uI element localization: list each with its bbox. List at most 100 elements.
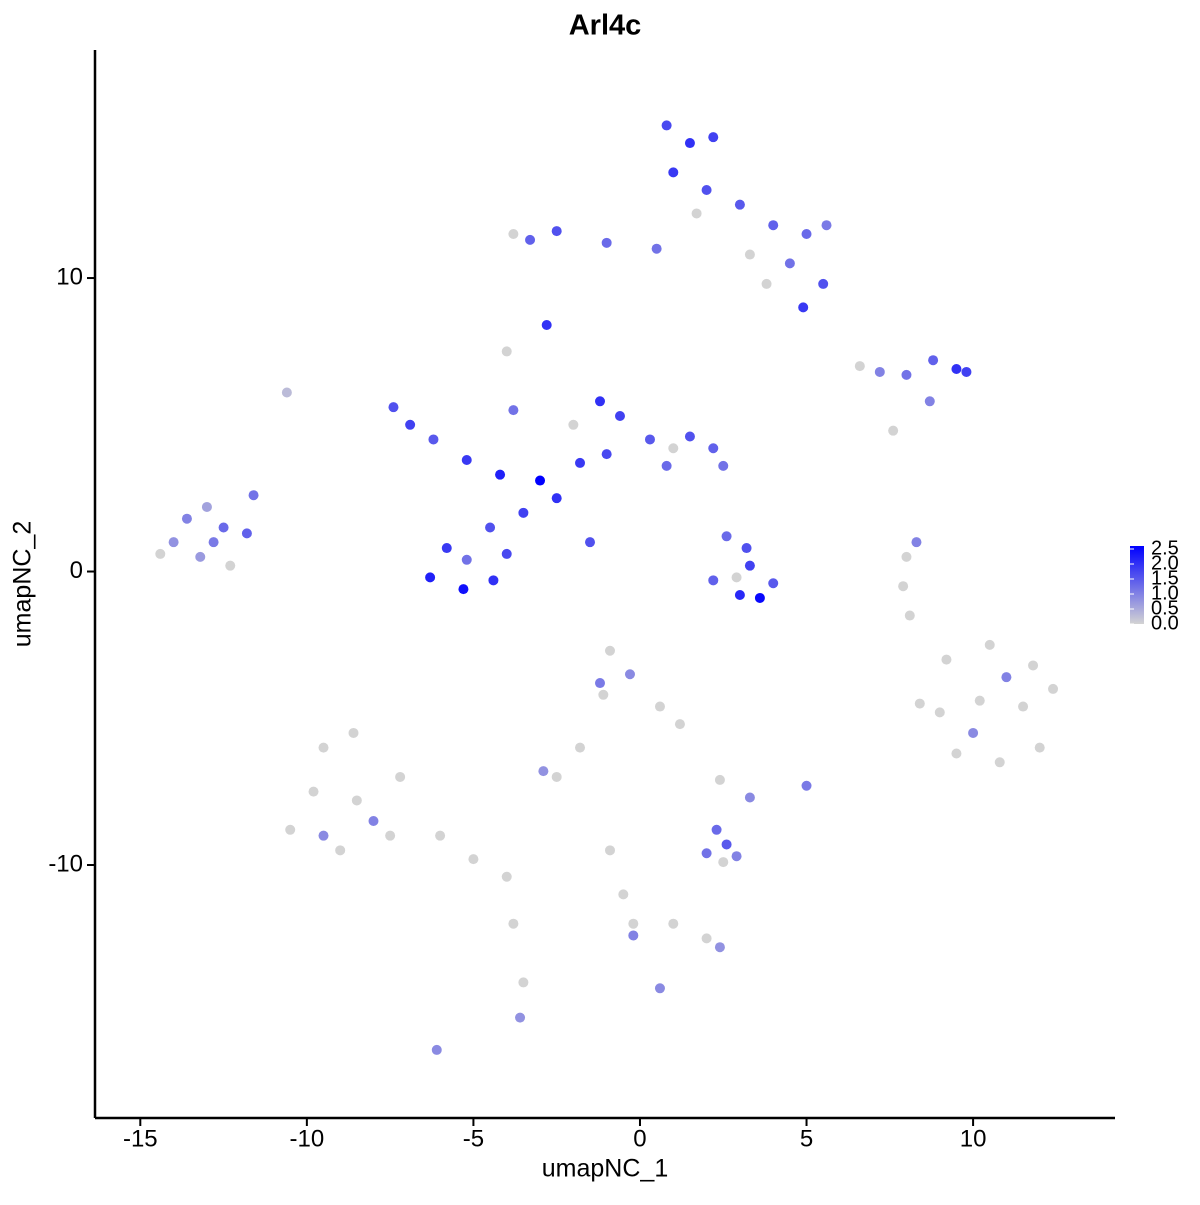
cell-point [318,830,329,841]
cell-point [385,830,396,841]
y-tick-label: 10 [56,263,83,290]
cell-point [744,560,755,571]
cell-point [874,366,885,377]
cell-point [501,548,512,559]
cell-point [585,537,596,548]
cell-point [934,707,945,718]
cell-point [405,419,416,430]
cell-point [714,774,725,785]
cell-point [668,918,679,929]
x-tick-label: -10 [290,1125,325,1152]
cell-point [661,120,672,131]
cell-point [248,490,259,501]
cell-point [994,757,1005,768]
cell-point [911,537,922,548]
cell-point [708,132,719,143]
cell-point [575,457,586,468]
cell-point [654,983,665,994]
colorbar [1130,546,1144,624]
cell-point [668,443,679,454]
cell-point [708,575,719,586]
cell-point [661,460,672,471]
cell-point [501,346,512,357]
cell-point [718,857,729,868]
cell-point [425,572,436,583]
chart-title: Arl4c [569,10,642,42]
cell-point [351,795,362,806]
cell-point [924,396,935,407]
cell-point [348,727,359,738]
cell-point [721,839,732,850]
cell-point [654,701,665,712]
cell-point [761,278,772,289]
cell-point [668,167,679,178]
cell-point [898,581,909,592]
cell-point [721,531,732,542]
cell-point [768,578,779,589]
cell-point [701,848,712,859]
cell-point [1018,701,1029,712]
cell-point [628,918,639,929]
colorbar-tick-label: 1.5 [1151,567,1179,589]
cell-point [821,220,832,231]
cell-point [495,469,506,480]
cell-point [718,460,729,471]
cell-point [281,387,292,398]
y-tick-label: 0 [70,557,83,584]
cell-point [684,431,695,442]
cell-point [624,669,635,680]
cell-point [644,434,655,445]
cell-point [508,918,519,929]
cell-point [335,845,346,856]
x-tick-label: 5 [800,1125,813,1152]
x-tick-label: -15 [123,1125,158,1152]
cell-point [155,548,166,559]
cell-point [181,513,192,524]
cell-point [435,830,446,841]
cell-point [711,824,722,835]
cell-point [734,590,745,601]
cell-point [928,355,939,366]
x-tick-label: 10 [960,1125,987,1152]
cell-point [308,786,319,797]
cell-point [241,528,252,539]
cell-point [1028,660,1039,671]
colorbar-tick-label: 0.5 [1151,597,1179,619]
cell-point [888,425,899,436]
x-axis-label: umapNC_1 [542,1155,668,1183]
cell-point [428,434,439,445]
cell-point [601,449,612,460]
cell-point [168,537,179,548]
cell-point [974,695,985,706]
y-axis-label: umapNC_2 [9,521,37,647]
cell-point [601,237,612,248]
cell-point [691,208,702,219]
cell-point [941,654,952,665]
cell-point [901,551,912,562]
cell-point [854,361,865,372]
cell-point [461,455,472,466]
cell-point [598,689,609,700]
cell-point [1048,683,1059,694]
cell-point [441,543,452,554]
cell-point [568,419,579,430]
cell-point [195,551,206,562]
cell-point [951,748,962,759]
cell-point [604,645,615,656]
cell-point [951,364,962,375]
cell-point [485,522,496,533]
cell-point [515,1012,526,1023]
cell-point [508,405,519,416]
cell-point [1001,672,1012,683]
cell-point [618,889,629,900]
cell-point [901,369,912,380]
cell-point [458,584,469,595]
cell-point [801,229,812,240]
cell-point [575,742,586,753]
cell-point [741,543,752,554]
cell-point [968,727,979,738]
x-tick-label: -5 [463,1125,484,1152]
cell-point [961,366,972,377]
cell-point [595,678,606,689]
cell-point [731,851,742,862]
